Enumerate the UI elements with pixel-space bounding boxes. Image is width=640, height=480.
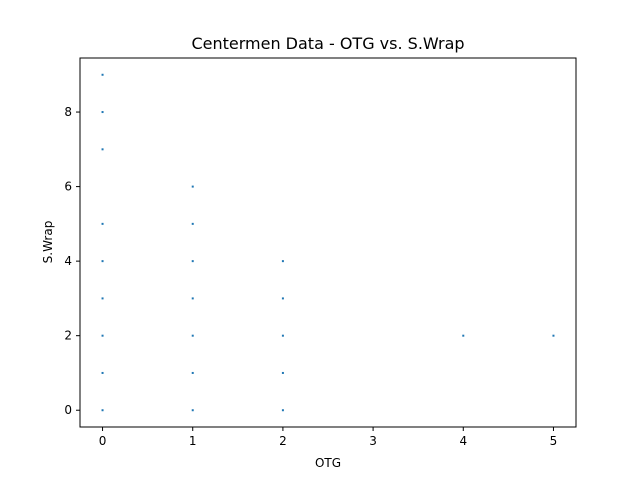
data-point — [101, 260, 104, 263]
data-point — [191, 409, 194, 412]
data-point — [552, 334, 555, 337]
data-point — [101, 111, 104, 114]
x-axis-label: OTG — [315, 456, 341, 470]
y-tick-label: 6 — [64, 180, 72, 194]
x-tick-label: 5 — [550, 434, 558, 448]
data-point — [281, 334, 284, 337]
x-axis: 0 1 2 3 4 5 — [99, 427, 558, 448]
data-point — [281, 297, 284, 300]
x-tick-label: 3 — [369, 434, 377, 448]
data-point — [191, 185, 194, 188]
x-tick-label: 1 — [189, 434, 197, 448]
x-tick-label: 4 — [459, 434, 467, 448]
plot-area — [79, 57, 577, 428]
data-point — [191, 371, 194, 374]
y-tick-label: 0 — [64, 403, 72, 417]
data-point — [101, 222, 104, 225]
y-tick-label: 4 — [64, 254, 72, 268]
data-point — [101, 334, 104, 337]
data-point — [281, 260, 284, 263]
y-axis: 0 2 4 6 8 — [64, 105, 80, 417]
chart-title: Centermen Data - OTG vs. S.Wrap — [191, 34, 464, 53]
data-point — [191, 297, 194, 300]
data-point — [281, 409, 284, 412]
data-points — [101, 73, 555, 412]
data-point — [101, 297, 104, 300]
x-tick-label: 2 — [279, 434, 287, 448]
data-point — [101, 73, 104, 76]
data-point — [191, 222, 194, 225]
x-tick-label: 0 — [99, 434, 107, 448]
y-tick-label: 2 — [64, 329, 72, 343]
y-axis-label: S.Wrap — [41, 221, 55, 264]
y-tick-label: 8 — [64, 105, 72, 119]
data-point — [101, 409, 104, 412]
data-point — [191, 260, 194, 263]
data-point — [191, 334, 194, 337]
data-point — [281, 371, 284, 374]
data-point — [462, 334, 465, 337]
data-point — [101, 148, 104, 151]
data-point — [101, 371, 104, 374]
